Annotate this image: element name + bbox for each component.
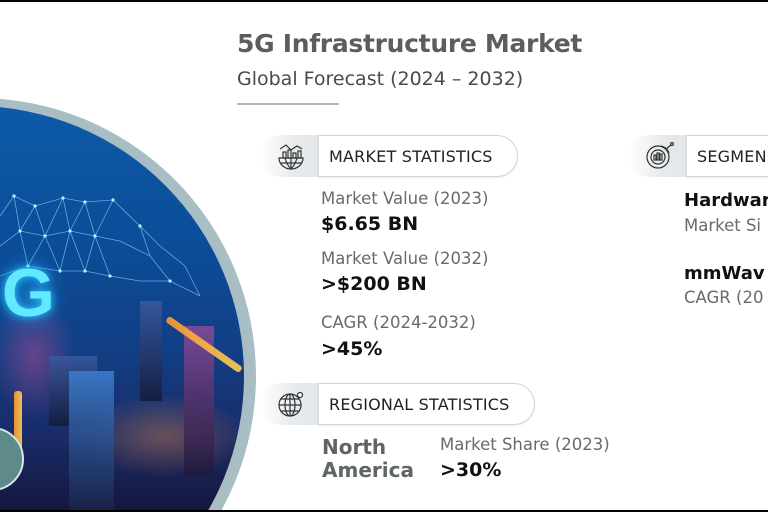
hero-image: G: [0, 106, 244, 510]
regional-statistics-header: REGIONAL STATISTICS: [260, 383, 535, 425]
market-share-label: Market Share (2023): [440, 435, 610, 454]
region-name: North America: [322, 435, 414, 482]
segment-statistics-heading: SEGMEN: [686, 135, 768, 177]
market-statistics-header: MARKET STATISTICS: [260, 135, 518, 177]
building-shape: [69, 371, 114, 510]
market-share-value: >30%: [440, 459, 502, 481]
segment-hardware-title: Hardwar: [684, 190, 768, 211]
chart-globe-icon: [278, 144, 304, 170]
page-subtitle: Global Forecast (2024 – 2032): [237, 68, 524, 90]
cagr-label: CAGR (2024-2032): [321, 313, 476, 332]
market-value-2032-label: Market Value (2032): [321, 249, 489, 268]
page-title: 5G Infrastructure Market: [237, 29, 583, 58]
title-divider: [237, 103, 339, 105]
market-value-2023-value: $6.65 BN: [321, 213, 419, 235]
market-value-2023-label: Market Value (2023): [321, 189, 489, 208]
market-value-2032-value: >$200 BN: [321, 273, 427, 295]
cagr-value: >45%: [321, 338, 383, 360]
hero-5g-text: G: [2, 255, 55, 331]
regional-statistics-heading: REGIONAL STATISTICS: [318, 383, 535, 425]
building-shape: [140, 301, 162, 401]
segment-mmwave-title: mmWav: [684, 263, 765, 284]
light-streak: [14, 391, 22, 471]
pie-chart-icon: [646, 141, 674, 169]
segment-mmwave-label: CAGR (20: [684, 288, 764, 307]
globe-pin-icon: [278, 391, 304, 417]
market-statistics-heading: MARKET STATISTICS: [318, 135, 518, 177]
segment-hardware-label: Market Si: [684, 216, 762, 235]
segment-statistics-header: SEGMEN: [628, 135, 768, 177]
network-mesh-graphic: [0, 194, 201, 297]
